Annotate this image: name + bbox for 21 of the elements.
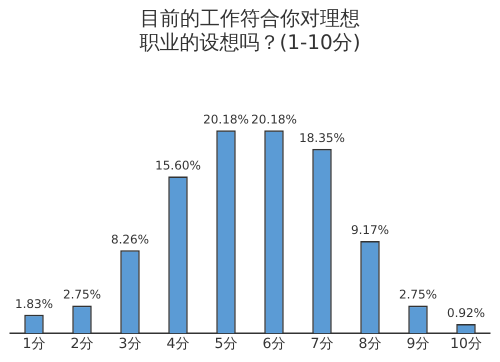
data-label: 8.26% <box>110 232 150 246</box>
data-label: 1.83% <box>14 296 54 311</box>
x-tick-label: 7分 <box>310 336 334 352</box>
x-tick-label: 3分 <box>118 336 142 352</box>
data-label: 2.75% <box>62 288 102 302</box>
x-tick-label: 5分 <box>214 336 238 352</box>
x-tick-label: 8分 <box>358 336 382 352</box>
x-tick-label: 4分 <box>166 336 190 352</box>
data-label: 20.18% <box>251 112 297 127</box>
data-label: 2.75% <box>398 288 438 302</box>
data-label: 15.60% <box>155 158 201 173</box>
x-tick-label: 10分 <box>450 336 482 352</box>
data-label: 18.35% <box>299 130 345 145</box>
data-label: 20.18% <box>203 112 249 127</box>
x-tick-label: 1分 <box>22 336 46 352</box>
data-label: 0.92% <box>446 306 486 320</box>
x-tick-label: 6分 <box>262 336 286 352</box>
data-label: 9.17% <box>350 223 390 238</box>
chart-title: 目前的工作符合你对理想职业的设想吗？(1-10分) <box>140 6 360 54</box>
x-tick-label: 9分 <box>406 336 430 352</box>
x-tick-label: 2分 <box>70 336 94 352</box>
